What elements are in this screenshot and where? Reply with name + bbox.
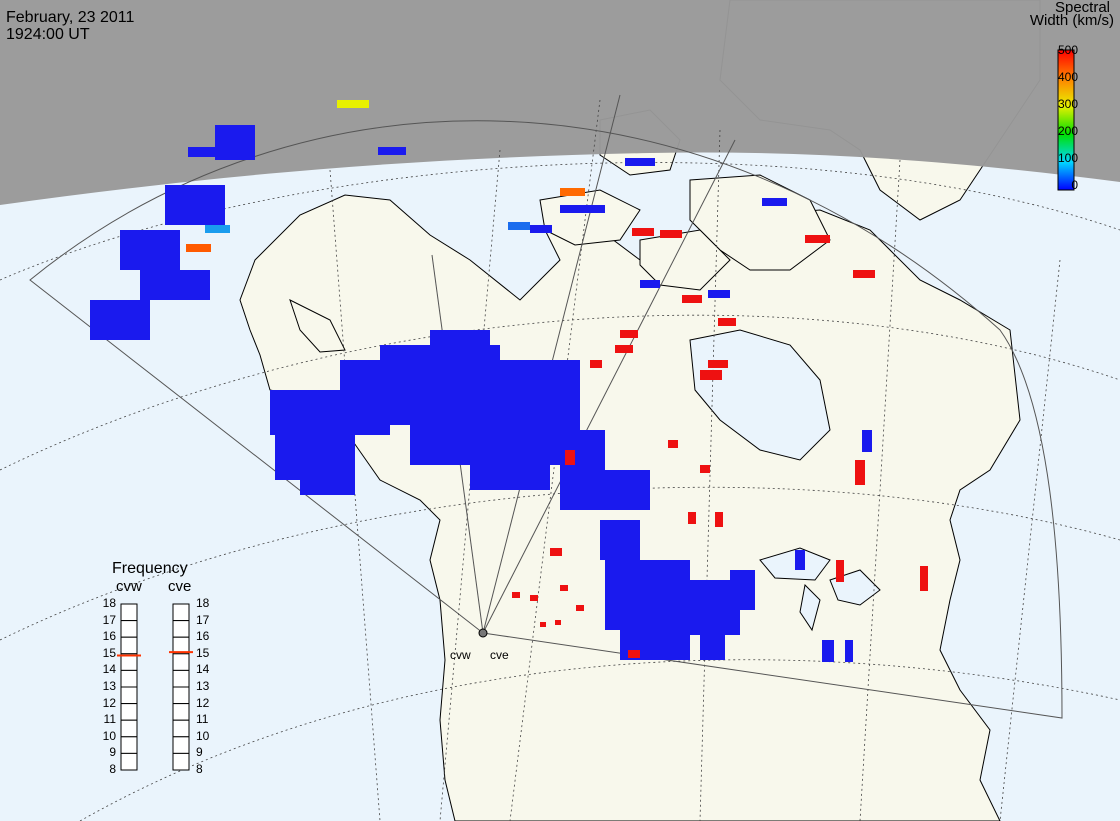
colorbar-title-line1: Spectral bbox=[1054, 0, 1110, 16]
radar-label-west: cvw bbox=[450, 648, 471, 662]
frequency-cell bbox=[120, 736, 138, 754]
frequency-tick-cve: 14 bbox=[196, 662, 210, 677]
frequency-cell bbox=[120, 636, 138, 655]
radar-label-east: cve bbox=[490, 648, 509, 662]
frequency-cell bbox=[172, 653, 190, 671]
frequency-tick-cve: 11 bbox=[196, 712, 209, 727]
scatter-high-width bbox=[512, 228, 928, 658]
scatter-low-width bbox=[90, 125, 872, 662]
frequency-cell bbox=[172, 719, 190, 738]
frequency-tick-cve: 12 bbox=[196, 695, 210, 710]
frequency-tick-cve: 8 bbox=[196, 762, 203, 776]
scatter-mid-width bbox=[186, 100, 585, 252]
frequency-tick-cve: 13 bbox=[196, 679, 210, 693]
frequency-cell bbox=[172, 703, 190, 721]
frequency-cell bbox=[120, 686, 138, 705]
frequency-cell bbox=[172, 686, 190, 705]
colorbar-tick: 0 bbox=[1071, 178, 1078, 192]
frequency-tick-cvw: 9 bbox=[109, 745, 116, 760]
frequency-tick-cvw: 11 bbox=[103, 712, 116, 727]
frequency-cell bbox=[172, 669, 190, 688]
frequency-tick-cvw: 8 bbox=[109, 762, 116, 776]
frequency-cell bbox=[120, 669, 138, 688]
frequency-tick-cvw: 14 bbox=[102, 662, 116, 677]
frequency-tick-cve: 15 bbox=[196, 645, 210, 660]
frequency-markers bbox=[117, 651, 193, 657]
time-label: 1924:00 UT bbox=[6, 26, 90, 43]
colorbar-tick: 400 bbox=[1057, 70, 1078, 84]
frequency-tick-cvw: 12 bbox=[102, 695, 116, 710]
frequency-cell bbox=[120, 620, 138, 638]
night-region bbox=[0, 0, 1120, 205]
frequency-tick-cvw: 18 bbox=[102, 596, 116, 610]
frequency-tick-cve: 18 bbox=[196, 596, 210, 610]
graticule bbox=[0, 99, 1120, 821]
frequency-cell bbox=[120, 719, 138, 738]
frequency-cell bbox=[120, 603, 138, 622]
colorbar-tick: 100 bbox=[1057, 151, 1078, 165]
radar-site-marker bbox=[478, 628, 488, 638]
frequency-cell bbox=[172, 603, 190, 622]
frequency-tick-cve: 9 bbox=[196, 745, 203, 760]
date-label: February, 23 2011 bbox=[6, 9, 135, 26]
frequency-tick-cve: 10 bbox=[196, 728, 210, 743]
arctic-island-3 bbox=[639, 229, 731, 291]
colorbar-tick: 500 bbox=[1057, 43, 1078, 57]
frequency-cell bbox=[120, 703, 138, 721]
frequency-tick-cve: 16 bbox=[196, 629, 210, 644]
frequency-cell bbox=[120, 752, 138, 771]
frequency-tick-cvw: 15 bbox=[102, 645, 116, 660]
colorbar-tick: 200 bbox=[1057, 124, 1078, 138]
frequency-tick-cvw: 10 bbox=[102, 728, 116, 743]
frequency-title: Frequency bbox=[112, 560, 188, 577]
aleutian-peninsula bbox=[289, 299, 346, 353]
frequency-cell bbox=[172, 620, 190, 638]
colorbar-gradient bbox=[1057, 49, 1075, 191]
frequency-radar-east: cve bbox=[168, 578, 192, 595]
colorbar-tick: 300 bbox=[1057, 97, 1078, 111]
frequency-radar-west: cvw bbox=[116, 578, 142, 595]
frequency-cell bbox=[172, 752, 190, 771]
frequency-tick-cve: 17 bbox=[196, 612, 210, 627]
colorbar-title-line2: Width (km/s) bbox=[1029, 12, 1114, 29]
frequency-boxes bbox=[120, 603, 190, 771]
frequency-tick-cvw: 13 bbox=[102, 679, 116, 693]
frequency-tick-cvw: 16 bbox=[102, 629, 116, 644]
frequency-cell bbox=[172, 736, 190, 754]
frequency-tick-cvw: 17 bbox=[102, 612, 116, 627]
